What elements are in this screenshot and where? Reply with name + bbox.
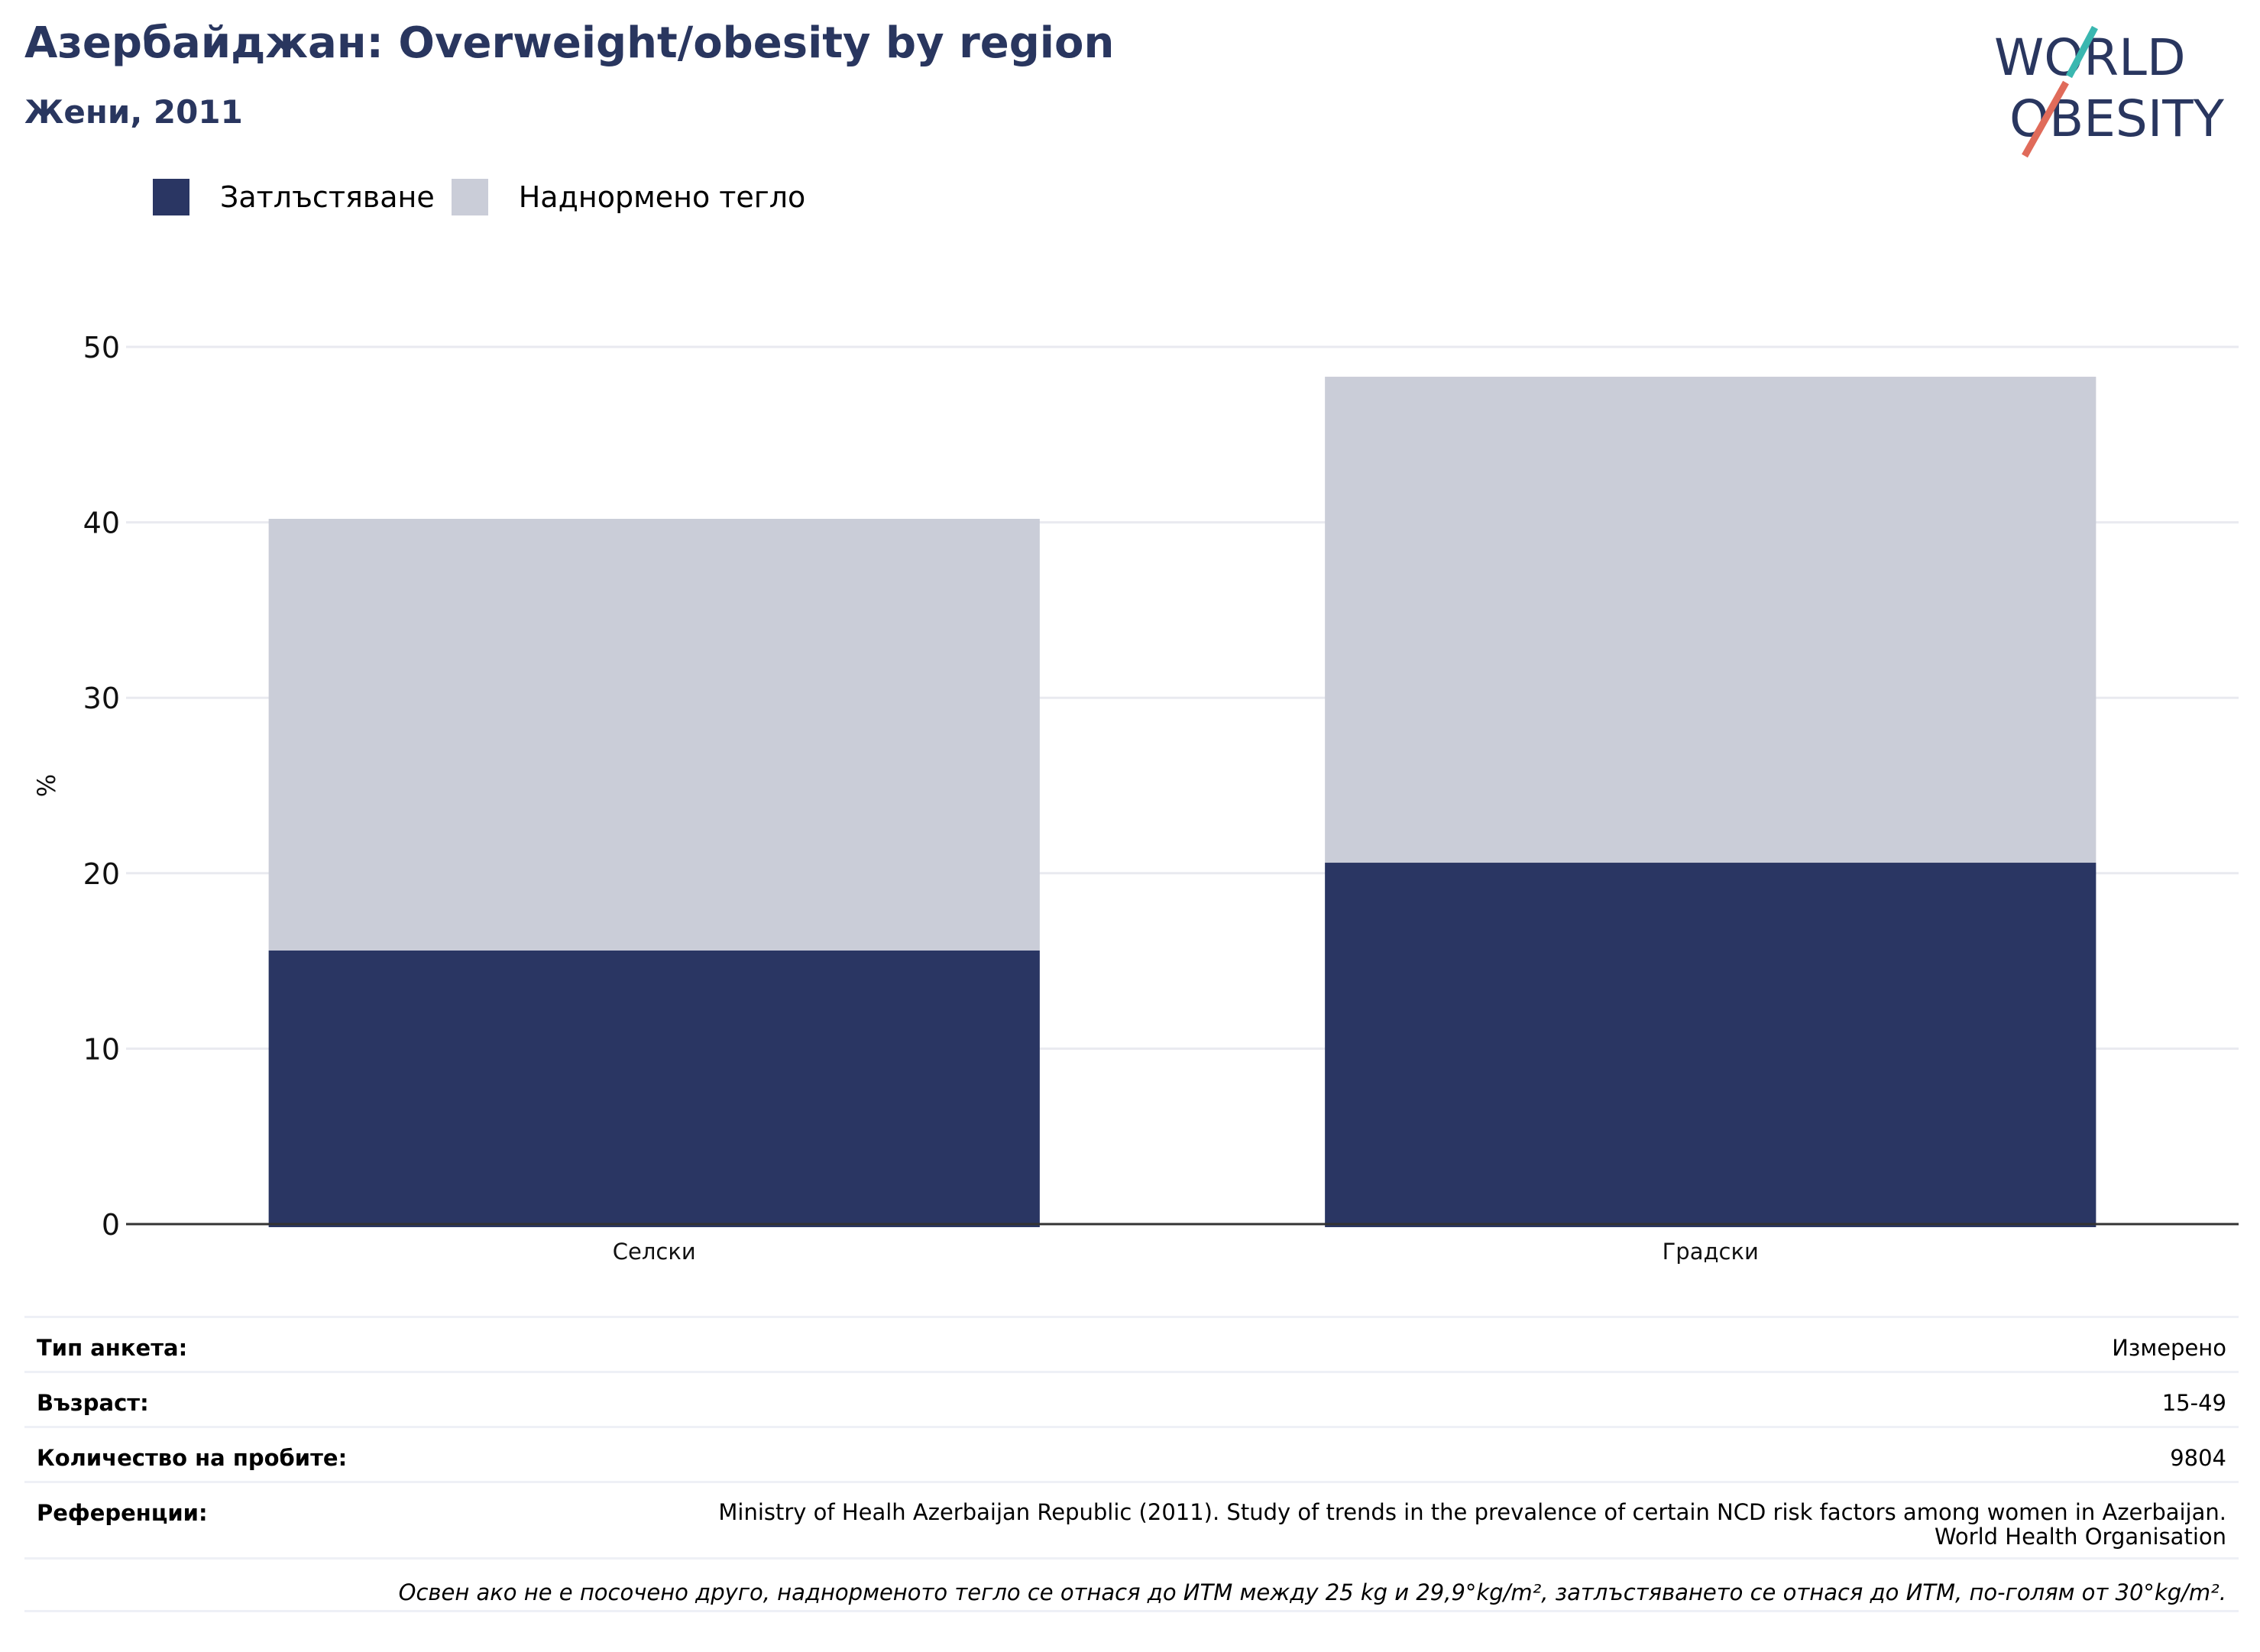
info-row-survey-type: Тип анкета: Измерено [24,1316,2239,1371]
age-label: Възраст: [37,1390,149,1416]
y-tick-label: 40 [83,507,120,540]
y-axis-label: % [32,774,61,797]
bar-obesity-2 [1325,863,2096,1227]
legend-label-overweight: Наднормено тегло [518,180,806,214]
info-row-sample-size: Количество на пробите: 9804 [24,1426,2239,1481]
reference-line-1: Ministry of Healh Azerbaijan Republic (2… [718,1499,2226,1525]
legend-label-obesity: Затлъстяване [220,180,435,214]
bar-overweight-2 [1325,377,2096,863]
bar-obesity-1 [268,950,1040,1227]
y-tick-label: 20 [83,857,120,891]
bar-overweight-1 [268,519,1040,951]
sample-size-value: 9804 [2170,1445,2226,1471]
chart-legend: Затлъстяване Наднормено тегло [153,176,822,219]
chart-subtitle: Жени, 2011 [24,93,243,131]
references-value: Ministry of Healh Azerbaijan Republic (2… [718,1500,2226,1549]
logo-teal-slash [2066,25,2098,79]
y-tick-label: 10 [83,1032,120,1066]
survey-type-label: Тип анкета: [37,1335,188,1361]
info-row-age: Възраст: 15-49 [24,1371,2239,1426]
x-tick-label: Градски [1663,1239,1759,1265]
stacked-bar-chart: 0 10 20 30 40 50% Селски Градски [32,331,2239,1265]
legend-item-overweight[interactable]: Наднормено тегло [451,179,806,215]
y-tick-label: 50 [83,331,120,364]
definition-note: Освен ако не е посочено друго, наднормен… [24,1557,2239,1612]
info-row-references: Референции: Ministry of Healh Azerbaijan… [24,1481,2239,1557]
world-obesity-logo: WORLD OBESITY [1994,25,2225,158]
sample-size-label: Количество на пробите: [37,1445,348,1471]
reference-line-2: World Health Organisation [1934,1524,2226,1550]
y-tick-label: 30 [83,682,120,715]
chart-title: Азербайджан: Overweight/obesity by regio… [24,18,1115,68]
survey-info-table: Тип анкета: Измерено Възраст: 15-49 Коли… [24,1316,2239,1612]
age-value: 15-49 [2161,1390,2226,1416]
logo-coral-slash [2022,80,2069,158]
legend-swatch-obesity [153,179,189,215]
survey-type-value: Измерено [2112,1335,2226,1361]
references-label: Референции: [37,1500,208,1526]
y-tick-label: 0 [102,1208,120,1242]
x-tick-label: Селски [613,1239,696,1265]
legend-swatch-overweight [451,179,488,215]
legend-item-obesity[interactable]: Затлъстяване [153,179,435,215]
